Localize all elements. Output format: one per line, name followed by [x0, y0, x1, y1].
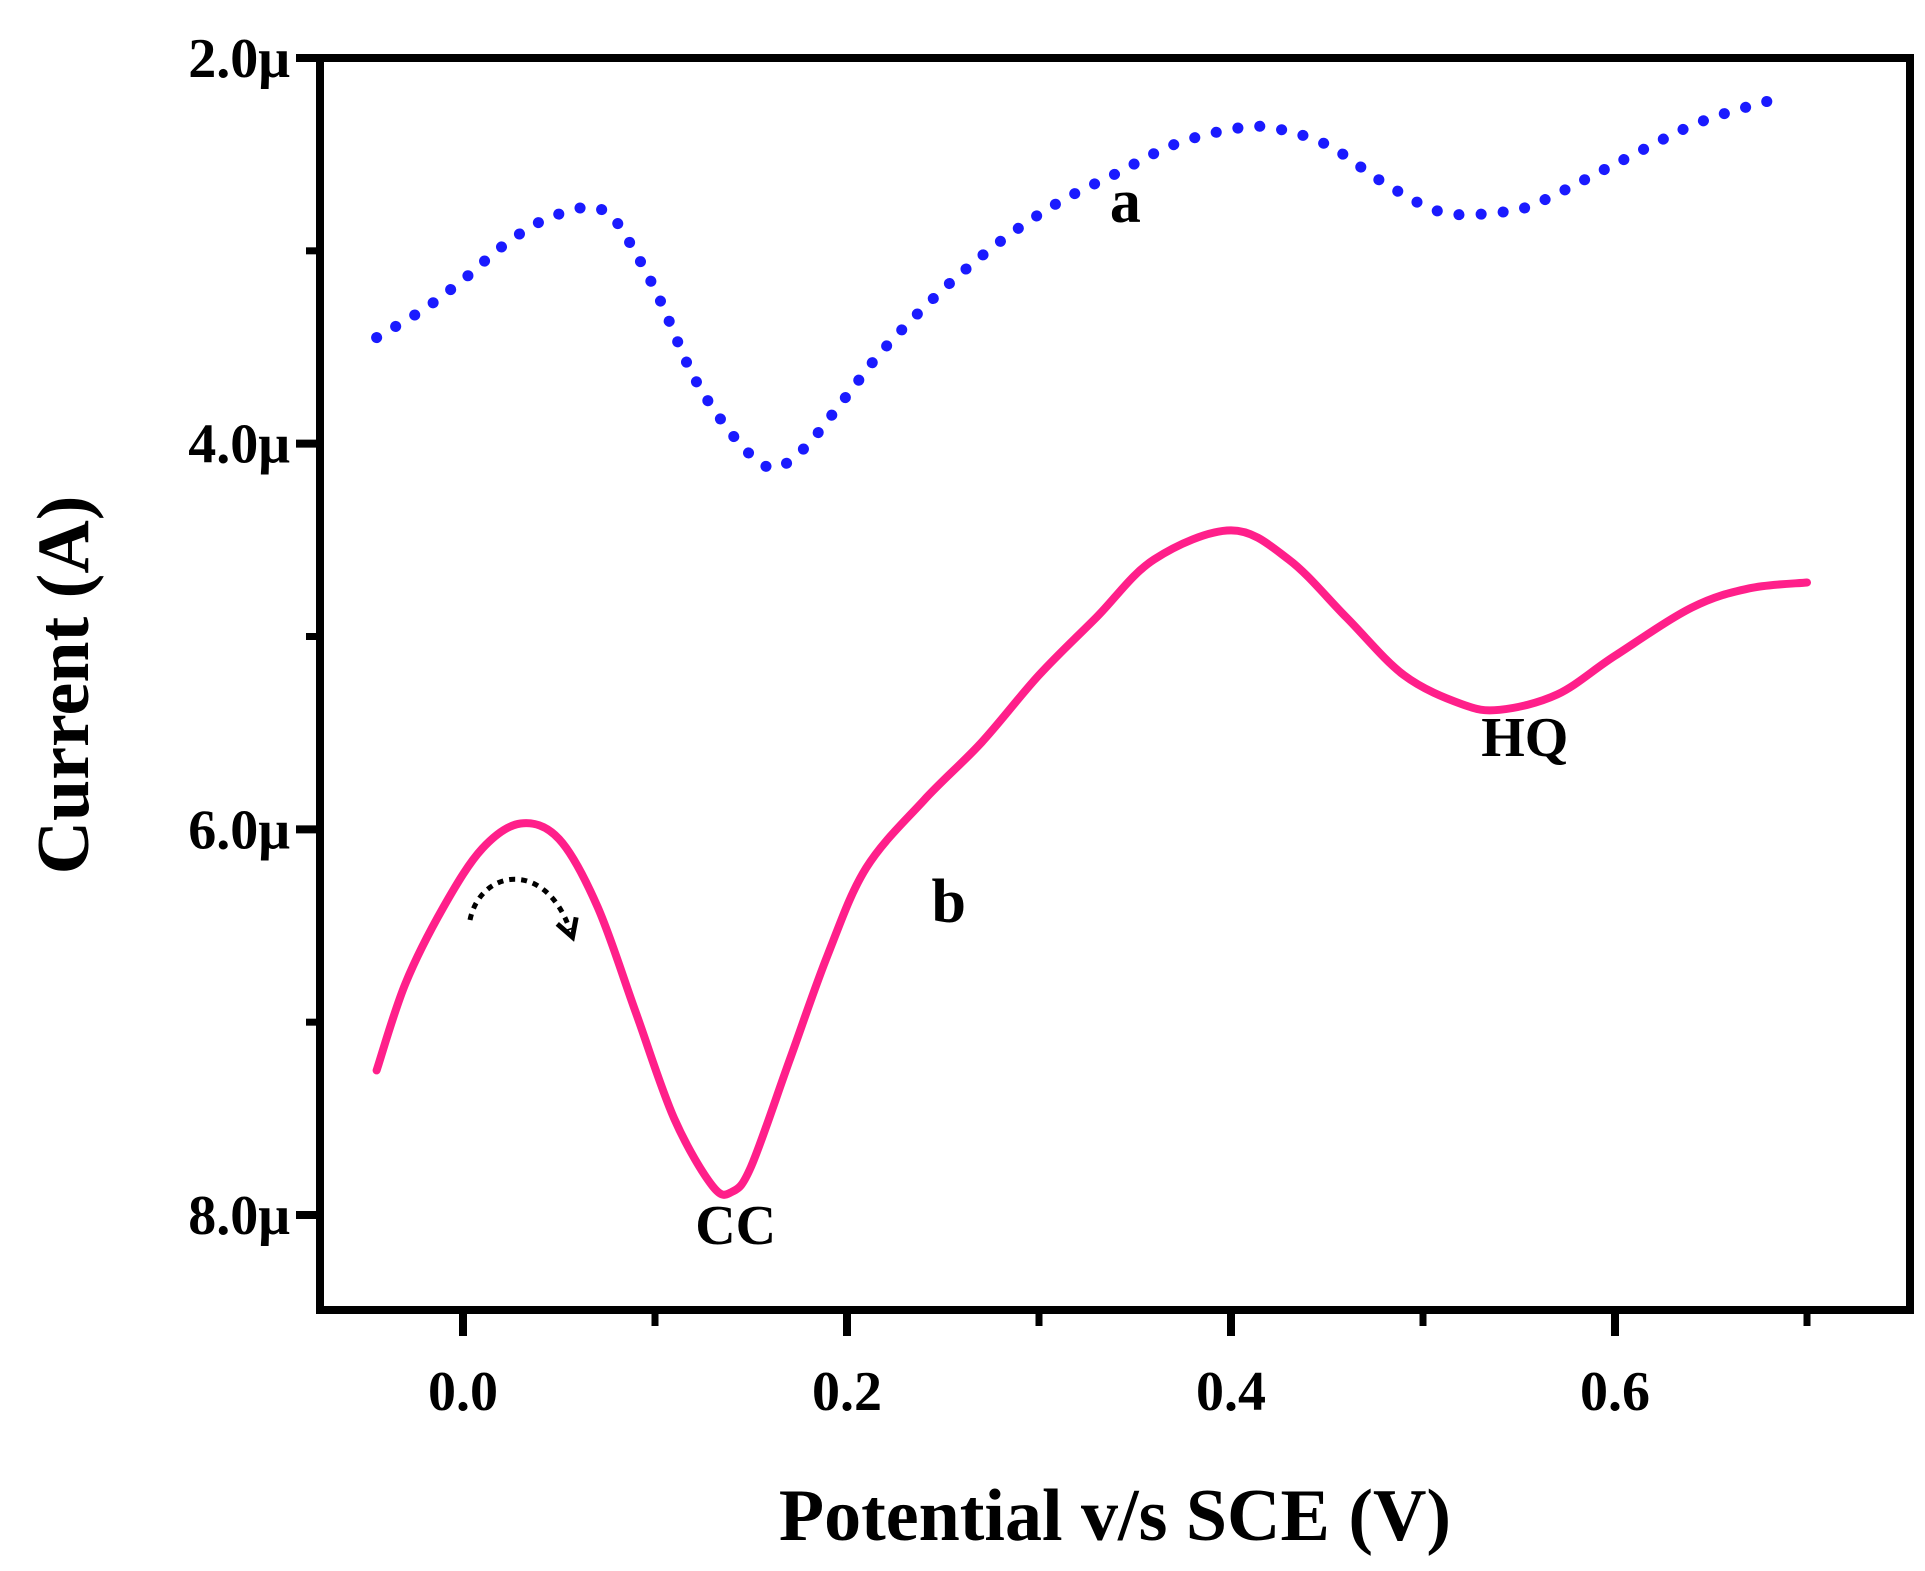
y-axis-title: Current (A) [23, 496, 105, 875]
annotation-a: a [1110, 168, 1141, 236]
x-axis-ticks: 0.0 0.2 0.4 0.6 [428, 1310, 1811, 1423]
annotation-b: b [932, 868, 966, 936]
y-tick-label: 2.0μ [188, 28, 290, 90]
y-tick-label: 4.0μ [188, 414, 290, 476]
y-axis-ticks: 2.0μ 4.0μ 6.0μ 8.0μ [188, 28, 320, 1247]
x-tick-label: 0.6 [1580, 1361, 1650, 1423]
series-b-line [372, 526, 1811, 1199]
scan-direction-arrow-icon [467, 876, 579, 942]
y-tick-label: 8.0μ [188, 1185, 290, 1247]
y-tick-label: 6.0μ [188, 799, 290, 861]
annotation-hq: HQ [1481, 707, 1568, 769]
x-tick-label: 0.2 [812, 1361, 882, 1423]
plot-frame [316, 54, 1914, 1314]
x-axis-title: Potential v/s SCE (V) [779, 1475, 1451, 1557]
x-tick-label: 0.4 [1196, 1361, 1266, 1423]
annotation-cc: CC [695, 1195, 776, 1257]
series-a-line [371, 91, 1794, 474]
x-tick-label: 0.0 [428, 1361, 498, 1423]
